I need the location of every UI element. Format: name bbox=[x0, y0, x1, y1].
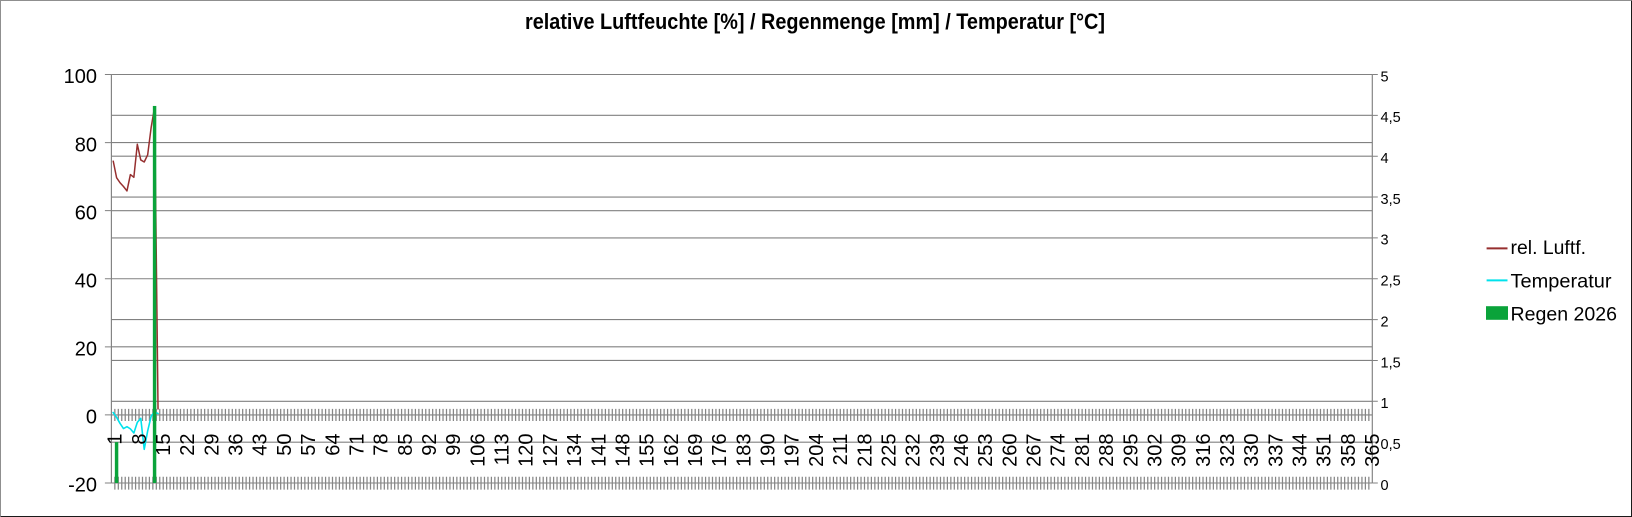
svg-text:344: 344 bbox=[1290, 434, 1312, 467]
svg-text:2: 2 bbox=[1381, 314, 1389, 330]
svg-text:1: 1 bbox=[1381, 396, 1389, 412]
svg-text:316: 316 bbox=[1193, 434, 1215, 467]
svg-text:15: 15 bbox=[153, 434, 175, 456]
svg-text:274: 274 bbox=[1048, 434, 1070, 467]
svg-text:99: 99 bbox=[443, 434, 465, 456]
svg-text:309: 309 bbox=[1169, 434, 1191, 467]
svg-text:197: 197 bbox=[782, 434, 804, 467]
svg-text:92: 92 bbox=[419, 434, 441, 456]
svg-text:183: 183 bbox=[733, 434, 755, 467]
svg-text:162: 162 bbox=[661, 434, 683, 467]
svg-text:22: 22 bbox=[177, 434, 199, 456]
svg-text:302: 302 bbox=[1144, 434, 1166, 467]
svg-text:120: 120 bbox=[516, 434, 538, 467]
svg-text:190: 190 bbox=[758, 434, 780, 467]
svg-text:5: 5 bbox=[1381, 69, 1389, 85]
svg-text:Temperatur: Temperatur bbox=[1511, 270, 1613, 292]
svg-text:1: 1 bbox=[105, 434, 127, 445]
svg-text:358: 358 bbox=[1338, 434, 1360, 467]
svg-text:218: 218 bbox=[854, 434, 876, 467]
svg-text:43: 43 bbox=[250, 434, 272, 456]
svg-text:71: 71 bbox=[346, 434, 368, 456]
svg-text:288: 288 bbox=[1096, 434, 1118, 467]
svg-text:4,5: 4,5 bbox=[1381, 110, 1401, 126]
svg-text:8: 8 bbox=[129, 434, 151, 445]
svg-text:169: 169 bbox=[685, 434, 707, 467]
svg-text:351: 351 bbox=[1314, 434, 1336, 467]
svg-text:2,5: 2,5 bbox=[1381, 274, 1401, 290]
svg-text:155: 155 bbox=[637, 434, 659, 467]
svg-text:36: 36 bbox=[226, 434, 248, 456]
svg-text:29: 29 bbox=[201, 434, 223, 456]
svg-text:relative Luftfeuchte [%] / Reg: relative Luftfeuchte [%] / Regenmenge [m… bbox=[525, 9, 1105, 34]
svg-text:-20: -20 bbox=[68, 475, 97, 497]
svg-text:239: 239 bbox=[927, 434, 949, 467]
svg-text:80: 80 bbox=[75, 134, 97, 156]
svg-text:1,5: 1,5 bbox=[1381, 355, 1401, 371]
svg-text:57: 57 bbox=[298, 434, 320, 456]
svg-text:211: 211 bbox=[830, 434, 852, 466]
svg-text:232: 232 bbox=[903, 434, 925, 467]
svg-text:365: 365 bbox=[1362, 434, 1384, 467]
svg-text:246: 246 bbox=[951, 434, 973, 467]
svg-text:337: 337 bbox=[1265, 434, 1287, 467]
svg-text:113: 113 bbox=[492, 434, 514, 466]
svg-text:204: 204 bbox=[806, 434, 828, 467]
svg-text:3,5: 3,5 bbox=[1381, 192, 1401, 208]
svg-text:50: 50 bbox=[274, 434, 296, 456]
svg-text:141: 141 bbox=[588, 434, 610, 467]
svg-text:Regen 2026: Regen 2026 bbox=[1511, 303, 1618, 325]
svg-text:260: 260 bbox=[999, 434, 1021, 467]
svg-text:4: 4 bbox=[1381, 151, 1389, 167]
svg-text:148: 148 bbox=[612, 434, 634, 467]
svg-text:323: 323 bbox=[1217, 434, 1239, 467]
svg-text:176: 176 bbox=[709, 434, 731, 467]
svg-text:0: 0 bbox=[86, 407, 97, 429]
svg-text:295: 295 bbox=[1120, 434, 1142, 467]
svg-text:78: 78 bbox=[371, 434, 393, 456]
svg-text:60: 60 bbox=[75, 202, 97, 224]
svg-text:100: 100 bbox=[64, 66, 97, 88]
svg-text:64: 64 bbox=[322, 434, 344, 456]
svg-text:0,5: 0,5 bbox=[1381, 437, 1401, 453]
svg-text:134: 134 bbox=[564, 434, 586, 467]
svg-text:0: 0 bbox=[1381, 478, 1389, 494]
svg-text:85: 85 bbox=[395, 434, 417, 456]
svg-text:225: 225 bbox=[878, 434, 900, 467]
svg-text:40: 40 bbox=[75, 270, 97, 292]
svg-text:20: 20 bbox=[75, 339, 97, 361]
svg-text:281: 281 bbox=[1072, 434, 1094, 467]
svg-text:3: 3 bbox=[1381, 233, 1389, 249]
svg-text:330: 330 bbox=[1241, 434, 1263, 467]
svg-text:rel. Luftf.: rel. Luftf. bbox=[1511, 237, 1587, 259]
svg-text:106: 106 bbox=[467, 433, 489, 466]
svg-text:253: 253 bbox=[975, 433, 997, 466]
svg-text:267: 267 bbox=[1024, 434, 1046, 467]
svg-text:127: 127 bbox=[540, 434, 562, 467]
